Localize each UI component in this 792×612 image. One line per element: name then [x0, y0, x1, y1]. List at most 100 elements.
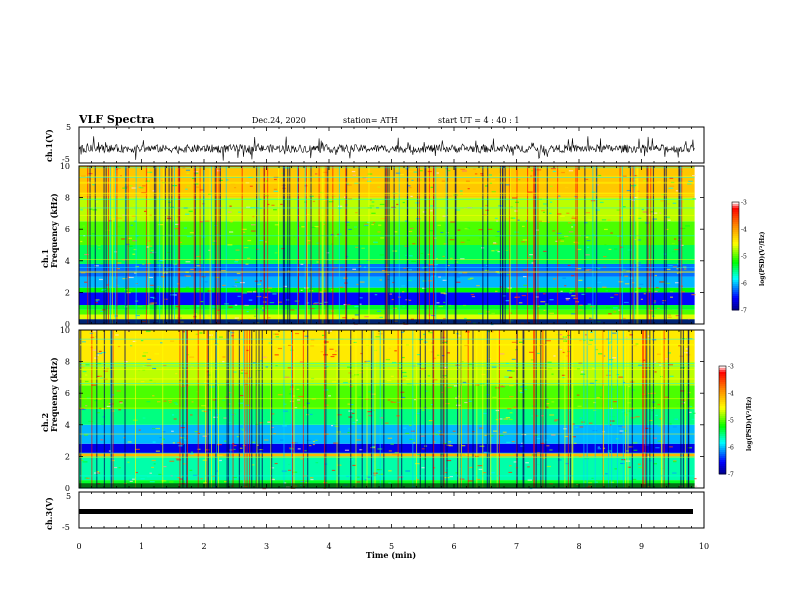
speckle: [468, 400, 472, 402]
speckle: [450, 257, 453, 259]
colorbar-cell: [719, 402, 726, 405]
speckle: [652, 218, 657, 220]
speckle: [408, 171, 414, 173]
speckle: [185, 188, 188, 190]
speckle: [376, 469, 382, 471]
speckle: [287, 469, 292, 471]
colorbar-cell: [732, 306, 739, 309]
speckle: [608, 248, 612, 251]
speckle: [584, 254, 590, 256]
sferic-line: [94, 166, 96, 324]
speckle: [178, 445, 183, 447]
sferic-line: [546, 166, 548, 324]
sferic-line: [310, 166, 312, 324]
speckle: [384, 422, 389, 424]
speckle: [199, 332, 203, 334]
colorbar-cell: [732, 210, 739, 213]
speckle: [673, 248, 679, 251]
speckle: [242, 292, 247, 294]
colorbar-cell: [732, 268, 739, 271]
speckle: [456, 276, 461, 278]
speckle: [669, 185, 675, 187]
speckle: [416, 218, 421, 220]
speckle: [147, 171, 153, 173]
speckle: [84, 477, 88, 479]
sferic-line: [646, 166, 648, 324]
speckle: [204, 382, 209, 384]
speckle: [152, 441, 156, 443]
speckle: [491, 366, 497, 368]
speckle: [265, 366, 269, 368]
sferic-line: [261, 330, 263, 488]
speckle: [352, 464, 357, 467]
speckle: [352, 421, 356, 424]
speckle: [669, 291, 674, 293]
sferic-line: [256, 166, 258, 324]
speckle: [565, 462, 570, 465]
sferic-line: [432, 330, 434, 488]
colorbar-tick-label: -3: [728, 364, 734, 371]
colorbar-cell: [732, 256, 739, 259]
sferic-line: [502, 166, 504, 324]
tone-line: [79, 378, 695, 380]
sferic-line: [289, 166, 291, 324]
speckle: [408, 185, 411, 187]
speckle: [277, 394, 283, 396]
speckle: [150, 302, 154, 304]
speckle: [375, 336, 380, 338]
sferic-line: [290, 330, 292, 488]
sferic-line: [321, 166, 323, 324]
sferic-line: [652, 330, 655, 488]
speckle: [405, 254, 409, 257]
speckle: [128, 185, 133, 187]
colorbar-cell: [719, 408, 726, 411]
speckle: [674, 418, 678, 420]
speckle: [398, 368, 402, 370]
speckle: [627, 466, 631, 468]
sferic-line: [171, 166, 173, 324]
speckle: [663, 253, 667, 255]
speckle: [359, 303, 362, 305]
sferic-line: [153, 166, 156, 324]
colorbar-cell: [719, 372, 726, 375]
speckle: [616, 209, 620, 211]
speckle: [200, 478, 203, 480]
ch1-waveform-ticks: [78, 127, 705, 163]
speckle: [275, 184, 280, 186]
speckle: [427, 375, 431, 377]
speckle: [687, 447, 693, 449]
speckle: [352, 318, 355, 320]
speckle: [350, 351, 355, 353]
speckle: [464, 228, 470, 230]
speckle: [235, 259, 239, 261]
speckle: [689, 405, 693, 408]
speckle: [642, 359, 646, 361]
speckle: [131, 187, 137, 189]
speckle: [126, 330, 131, 332]
speckle: [460, 241, 465, 243]
speckle: [680, 454, 684, 456]
speckle: [692, 412, 696, 414]
speckle: [262, 417, 265, 419]
speckle: [310, 478, 314, 481]
speckle: [610, 420, 615, 422]
speckle: [479, 445, 485, 447]
speckle: [360, 352, 363, 355]
sferic-line: [646, 330, 648, 488]
speckle: [564, 235, 569, 237]
speckle: [433, 237, 437, 239]
speckle: [390, 443, 394, 445]
speckle: [262, 356, 267, 358]
colorbar-cell: [732, 250, 739, 253]
speckle: [571, 226, 574, 228]
colorbar-cell: [719, 442, 726, 445]
sferic-line: [219, 166, 221, 324]
sferic-line: [537, 166, 539, 324]
colorbar-cell: [719, 414, 726, 417]
colorbar-cell: [719, 384, 726, 387]
sferic-line: [572, 330, 574, 488]
speckle: [665, 282, 671, 284]
speckle: [433, 482, 437, 484]
speckle: [613, 307, 618, 309]
speckle: [497, 384, 503, 387]
